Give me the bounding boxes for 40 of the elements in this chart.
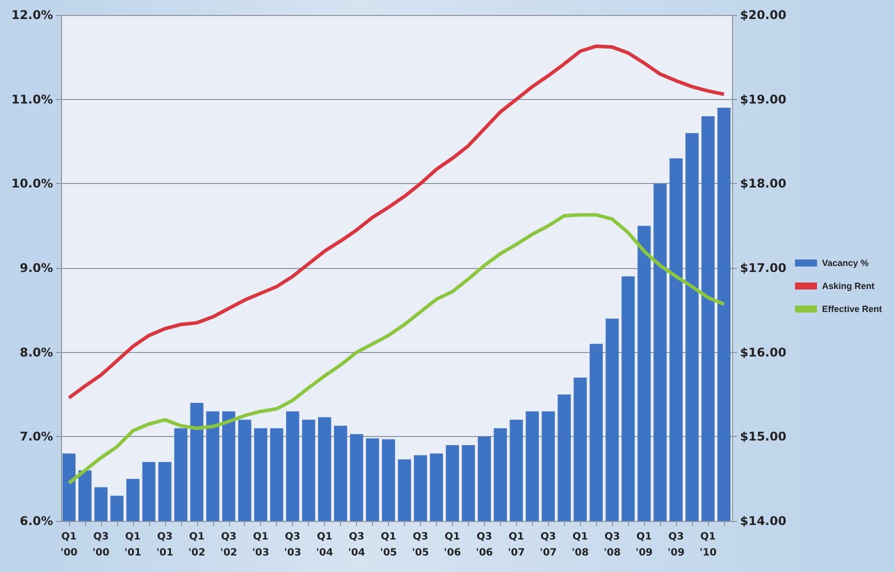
x-tick-label: Q1 '02 <box>188 532 206 558</box>
x-tick-label: Q1 '05 <box>380 532 398 558</box>
x-tick-label: Q3 '07 <box>540 532 557 558</box>
line-series <box>67 213 726 485</box>
y2-tick-label: $19.00 <box>740 92 786 106</box>
x-tick-label: Q3 '06 <box>476 532 493 558</box>
x-tick-label: Q3 '05 <box>412 532 429 558</box>
x-tick-label: Q3 '09 <box>668 532 685 558</box>
y-tick-label: 12.0% <box>11 8 53 22</box>
x-tick-label: Q1 '04 <box>316 532 334 558</box>
y-tick-label: 7.0% <box>20 430 53 444</box>
y2-tick-label: $15.00 <box>740 430 786 444</box>
x-tick-label: Q1 '09 <box>636 532 653 558</box>
y-tick-label: 10.0% <box>11 176 53 191</box>
legend-label: Asking Rent <box>822 281 875 291</box>
x-tick-label: Q1 '07 <box>508 532 525 558</box>
x-tick-label: Q3 '02 <box>220 532 238 558</box>
legend-label: Effective Rent <box>822 304 882 314</box>
x-tick-label: Q1 '10 <box>700 532 717 558</box>
x-tick-label: Q1 '06 <box>444 532 461 558</box>
y-tick-label: 11.0% <box>11 92 53 106</box>
x-tick-label: Q3 '04 <box>348 532 366 558</box>
y2-tick-label: $17.00 <box>740 261 786 275</box>
y-tick-label: 6.0% <box>20 514 53 528</box>
x-tick-label: Q1 '00 <box>60 532 78 558</box>
line-series <box>67 44 726 400</box>
y2-tick-label: $16.00 <box>740 345 786 360</box>
y2-tick-label: $14.00 <box>740 514 786 528</box>
legend-label: Vacancy % <box>822 258 869 268</box>
y2-tick-label: $20.00 <box>740 8 786 22</box>
y2-tick-label: $18.00 <box>740 176 786 191</box>
y-tick-label: 8.0% <box>20 345 53 360</box>
y-tick-label: 9.0% <box>20 261 53 275</box>
x-tick-label: Q3 '01 <box>156 532 174 558</box>
x-tick-label: Q1 '01 <box>124 532 142 558</box>
x-tick-label: Q3 '00 <box>92 532 110 558</box>
x-tick-label: Q1 '03 <box>252 532 270 558</box>
x-tick-label: Q3 '08 <box>604 532 621 558</box>
x-tick-label: Q3 '03 <box>284 532 302 558</box>
x-tick-label: Q1 '08 <box>572 532 589 558</box>
